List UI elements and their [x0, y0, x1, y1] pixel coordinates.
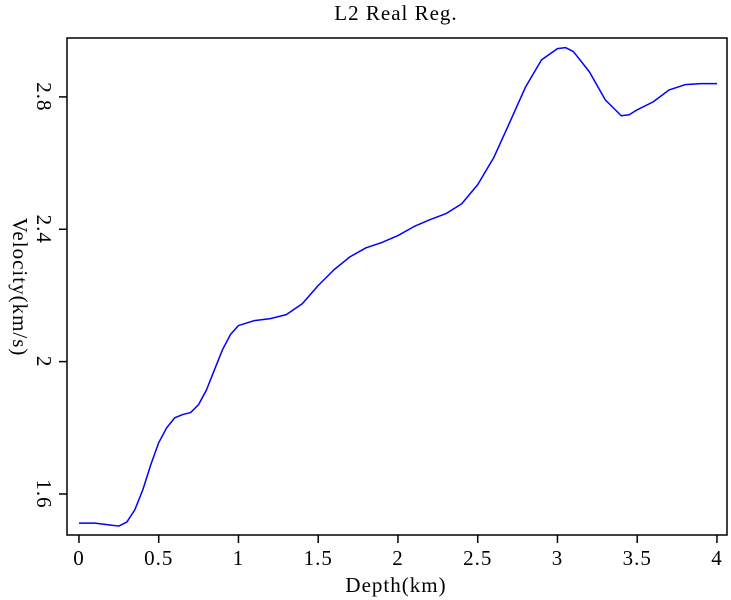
- x-tick-label: 2: [392, 546, 404, 570]
- y-tick-label: 2.4: [32, 215, 56, 244]
- x-tick-label: 3.5: [623, 546, 652, 570]
- x-tick-label: 3: [552, 546, 564, 570]
- chart-title: L2 Real Reg.: [334, 1, 457, 25]
- y-axis-label: Velocity(km/s): [8, 218, 32, 357]
- y-tick-label: 2.8: [32, 82, 56, 111]
- x-axis-label: Depth(km): [345, 573, 446, 597]
- x-tick-label: 1: [233, 546, 245, 570]
- y-tick-label: 1.6: [32, 479, 56, 508]
- plot-frame: [66, 37, 728, 536]
- x-tick-label: 0.5: [144, 546, 173, 570]
- x-tick-label: 1.5: [304, 546, 333, 570]
- data-line: [78, 46, 717, 527]
- x-tick-label: 0: [73, 546, 85, 570]
- x-tick-label: 4: [711, 546, 723, 570]
- x-tick-label: 2.5: [463, 546, 492, 570]
- y-tick-label: 2: [32, 356, 56, 368]
